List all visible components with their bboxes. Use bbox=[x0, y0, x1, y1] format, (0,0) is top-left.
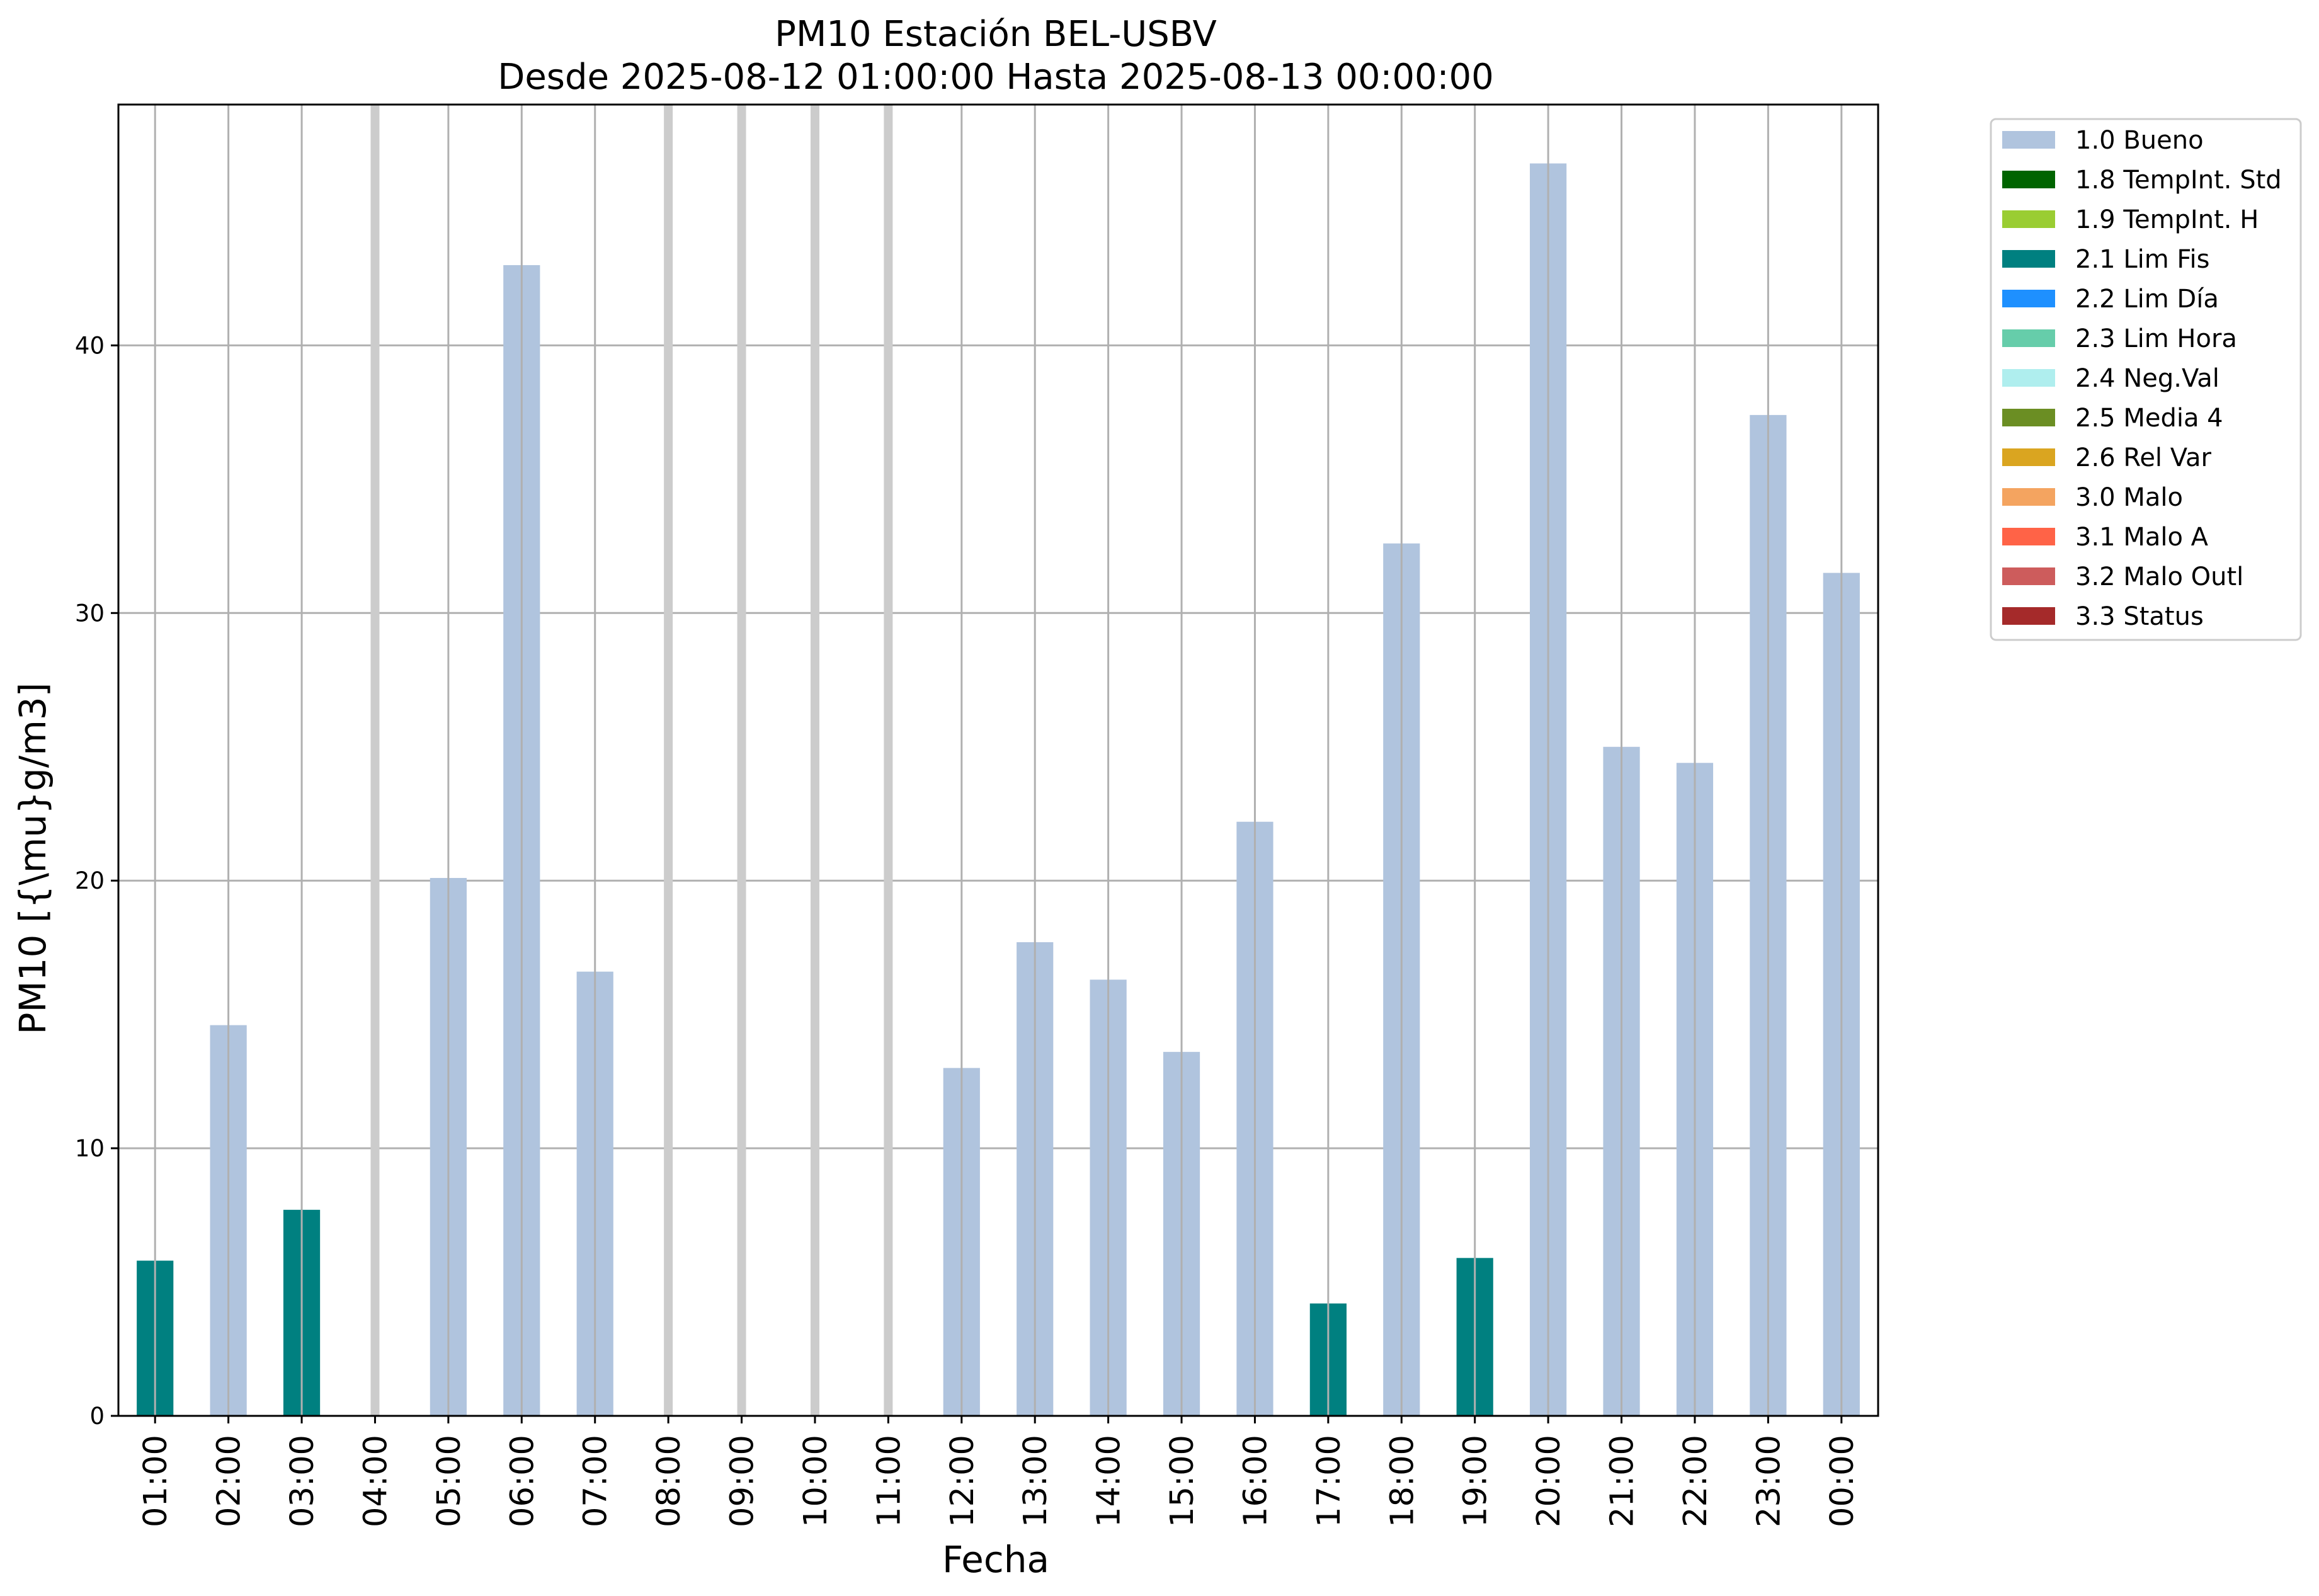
legend-swatch bbox=[2002, 290, 2055, 307]
legend-label: 3.3 Status bbox=[2075, 602, 2204, 631]
legend-swatch bbox=[2002, 250, 2055, 268]
legend-label: 1.9 TempInt. H bbox=[2075, 205, 2259, 234]
legend-label: 1.0 Bueno bbox=[2075, 126, 2204, 155]
x-tick-label: 20:00 bbox=[1530, 1435, 1568, 1527]
x-tick-label: 06:00 bbox=[504, 1435, 541, 1527]
y-tick-label: 30 bbox=[75, 600, 105, 627]
x-axis-ticks: 01:00 02:00 03:00 04:00 05:00 06:00 07:00 08:00… bbox=[137, 1416, 1861, 1527]
legend-label: 3.0 Malo bbox=[2075, 483, 2183, 512]
x-tick-label: 19:00 bbox=[1457, 1435, 1495, 1527]
x-tick-label: 09:00 bbox=[724, 1435, 761, 1527]
x-tick-label: 15:00 bbox=[1164, 1435, 1201, 1527]
legend-items: 1.0 Bueno 1.8 TempInt. Std 1.9 TempInt. H 2… bbox=[2002, 126, 2282, 631]
missing-data-markers bbox=[370, 105, 893, 1416]
x-axis-label: Fecha bbox=[942, 1538, 1049, 1581]
missing-data-marker bbox=[664, 105, 673, 1416]
x-tick-label: 02:00 bbox=[211, 1435, 248, 1527]
missing-data-marker bbox=[737, 105, 746, 1416]
x-tick-label: 01:00 bbox=[137, 1435, 174, 1527]
y-tick-label: 10 bbox=[75, 1135, 105, 1162]
legend-label: 3.1 Malo A bbox=[2075, 523, 2209, 552]
legend-label: 3.2 Malo Outl bbox=[2075, 562, 2243, 591]
legend-label: 2.6 Rel Var bbox=[2075, 443, 2212, 472]
x-tick-label: 21:00 bbox=[1604, 1435, 1641, 1527]
bar-gridline-overlay bbox=[154, 163, 1843, 1416]
y-tick-label: 0 bbox=[89, 1403, 105, 1430]
legend-swatch bbox=[2002, 488, 2055, 506]
x-tick-label: 23:00 bbox=[1750, 1435, 1787, 1527]
x-tick-label: 17:00 bbox=[1311, 1435, 1348, 1527]
legend-label: 1.8 TempInt. Std bbox=[2075, 166, 2282, 195]
chart-subtitle: Desde 2025-08-12 01:00:00 Hasta 2025-08-… bbox=[498, 57, 1494, 98]
chart-title: PM10 Estación BEL-USBV bbox=[775, 14, 1217, 55]
legend-swatch bbox=[2002, 567, 2055, 585]
legend-label: 2.2 Lim Día bbox=[2075, 285, 2219, 314]
x-tick-label: 18:00 bbox=[1384, 1435, 1421, 1527]
legend-swatch bbox=[2002, 409, 2055, 426]
legend-swatch bbox=[2002, 528, 2055, 545]
x-tick-label: 00:00 bbox=[1824, 1435, 1861, 1527]
legend-swatch bbox=[2002, 210, 2055, 228]
legend: 1.0 Bueno 1.8 TempInt. Std 1.9 TempInt. H 2… bbox=[1990, 118, 2302, 641]
legend-swatch bbox=[2002, 369, 2055, 387]
legend-swatch bbox=[2002, 448, 2055, 466]
x-tick-label: 13:00 bbox=[1017, 1435, 1054, 1527]
x-tick-label: 05:00 bbox=[431, 1435, 468, 1527]
x-tick-label: 03:00 bbox=[284, 1435, 321, 1527]
x-tick-label: 16:00 bbox=[1237, 1435, 1274, 1527]
legend-swatch bbox=[2002, 607, 2055, 625]
y-tick-label: 40 bbox=[75, 332, 105, 359]
missing-data-marker bbox=[810, 105, 819, 1416]
x-tick-label: 10:00 bbox=[797, 1435, 835, 1527]
legend-frame bbox=[1990, 118, 2302, 641]
y-tick-label: 20 bbox=[75, 867, 105, 894]
y-axis-ticks: 0 10 20 30 40 bbox=[75, 332, 118, 1430]
x-tick-label: 14:00 bbox=[1091, 1435, 1128, 1527]
plot-area-frame bbox=[117, 103, 1879, 1417]
missing-data-marker bbox=[884, 105, 893, 1416]
x-tick-label: 11:00 bbox=[870, 1435, 908, 1527]
x-tick-label: 22:00 bbox=[1677, 1435, 1714, 1527]
x-tick-label: 07:00 bbox=[578, 1435, 615, 1527]
legend-swatch bbox=[2002, 171, 2055, 188]
legend-label: 2.3 Lim Hora bbox=[2075, 324, 2237, 353]
x-tick-label: 12:00 bbox=[944, 1435, 981, 1527]
missing-data-marker bbox=[370, 105, 380, 1416]
legend-label: 2.5 Media 4 bbox=[2075, 404, 2223, 433]
x-tick-label: 04:00 bbox=[357, 1435, 394, 1527]
x-tick-label: 08:00 bbox=[651, 1435, 688, 1527]
legend-swatch bbox=[2002, 131, 2055, 149]
legend-label: 2.4 Neg.Val bbox=[2075, 364, 2219, 393]
legend-swatch bbox=[2002, 329, 2055, 347]
legend-label: 2.1 Lim Fis bbox=[2075, 245, 2209, 274]
y-axis-label: PM10 [{\mu}g/m3] bbox=[11, 683, 54, 1035]
